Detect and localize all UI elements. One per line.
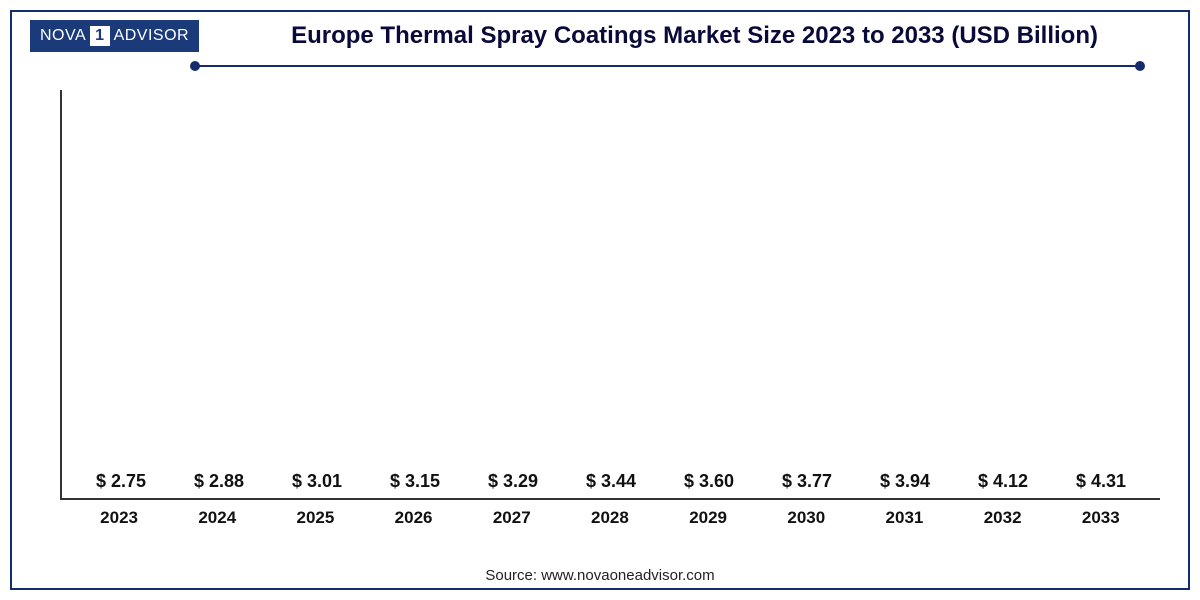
bar-group: $ 2.75: [81, 471, 161, 498]
x-axis-label: 2024: [177, 500, 257, 530]
x-axis-label: 2027: [472, 500, 552, 530]
chart-title: Europe Thermal Spray Coatings Market Siz…: [219, 22, 1170, 50]
bar-value-label: $ 3.01: [292, 471, 342, 492]
bar-value-label: $ 4.12: [978, 471, 1028, 492]
plot-area: $ 2.75 $ 2.88 $ 3.01 $ 3.15 $ 3.29 $ 3.44 $ 3.…: [60, 90, 1160, 500]
x-axis-label: 2032: [963, 500, 1043, 530]
x-axis-label: 2031: [864, 500, 944, 530]
x-axis-label: 2023: [79, 500, 159, 530]
bar-group: $ 3.44: [571, 471, 651, 498]
source-text: Source: www.novaoneadvisor.com: [0, 567, 1200, 584]
x-axis-labels: 2023 2024 2025 2026 2027 2028 2029 2030 2031 2032…: [60, 500, 1160, 530]
logo-text-post: ADVISOR: [114, 27, 190, 45]
bar-value-label: $ 3.29: [488, 471, 538, 492]
bar-value-label: $ 2.88: [194, 471, 244, 492]
x-axis-label: 2030: [766, 500, 846, 530]
logo-text-one: 1: [90, 26, 109, 46]
bar-group: $ 3.77: [767, 471, 847, 498]
bars-container: $ 2.75 $ 2.88 $ 3.01 $ 3.15 $ 3.29 $ 3.44 $ 3.…: [62, 90, 1160, 498]
bar-group: $ 3.29: [473, 471, 553, 498]
title-divider: [195, 65, 1140, 67]
bar-value-label: $ 2.75: [96, 471, 146, 492]
bar-group: $ 2.88: [179, 471, 259, 498]
x-axis-label: 2026: [374, 500, 454, 530]
x-axis-label: 2028: [570, 500, 650, 530]
logo-text-pre: NOVA: [40, 27, 86, 45]
logo: NOVA 1 ADVISOR: [30, 20, 199, 52]
bar-value-label: $ 3.60: [684, 471, 734, 492]
bar-group: $ 3.94: [865, 471, 945, 498]
x-axis-label: 2033: [1061, 500, 1141, 530]
bar-group: $ 4.12: [963, 471, 1043, 498]
x-axis-label: 2025: [275, 500, 355, 530]
bar-value-label: $ 3.77: [782, 471, 832, 492]
bar-value-label: $ 4.31: [1076, 471, 1126, 492]
chart-area: $ 2.75 $ 2.88 $ 3.01 $ 3.15 $ 3.29 $ 3.44 $ 3.…: [60, 90, 1160, 530]
bar-group: $ 3.15: [375, 471, 455, 498]
bar-value-label: $ 3.15: [390, 471, 440, 492]
bar-group: $ 3.60: [669, 471, 749, 498]
header: NOVA 1 ADVISOR Europe Thermal Spray Coat…: [30, 20, 1170, 52]
bar-value-label: $ 3.94: [880, 471, 930, 492]
bar-value-label: $ 3.44: [586, 471, 636, 492]
x-axis-label: 2029: [668, 500, 748, 530]
bar-group: $ 3.01: [277, 471, 357, 498]
bar-group: $ 4.31: [1061, 471, 1141, 498]
